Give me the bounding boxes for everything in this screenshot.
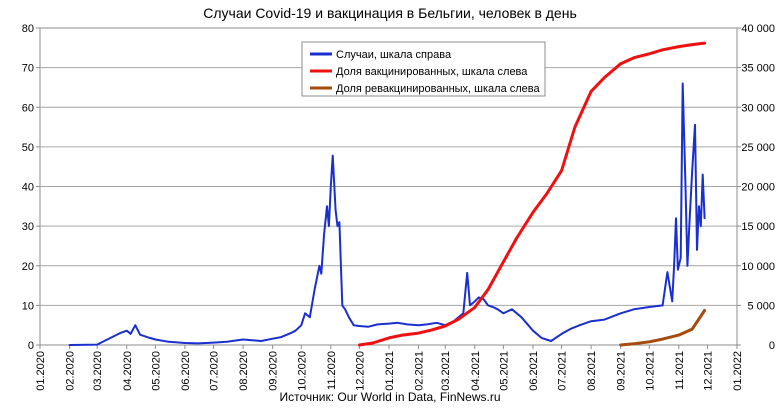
y-left-tick-label: 20: [22, 261, 34, 273]
source-note: Источник: Our World in Data, FinNews.ru: [279, 390, 500, 404]
x-tick-label: 01.2021: [384, 351, 396, 391]
x-tick-label: 05.2021: [498, 351, 510, 391]
legend: Случаи, шкала справа Доля вакцинированных…: [301, 41, 546, 97]
series-line-1: [68, 82, 706, 346]
y-right-tick-label: 15 000: [741, 221, 775, 233]
y-left-tick-label: 60: [22, 102, 34, 114]
y-axis-right: 0 5 000 10 000 15 000 20 000 25 000 30 000 35 0…: [737, 23, 775, 352]
x-tick-label: 07.2021: [557, 351, 569, 391]
x-tick-label: 02.2021: [414, 351, 426, 391]
x-tick-label: 08.2020: [238, 351, 250, 391]
y-left-tick-label: 80: [22, 23, 34, 35]
x-axis: 01.2020 02.2020 03.2020 04.2020 05.2020 06.20…: [35, 345, 744, 391]
legend-label-3: Доля ревакцинированных, шкала слева: [336, 83, 541, 95]
y-axis-left: 0 10 20 30 40 50 60 70 80: [22, 23, 40, 352]
legend-box: [301, 41, 546, 97]
x-tick-label: 12.2021: [702, 351, 714, 391]
y-left-tick-label: 70: [22, 63, 34, 75]
x-tick-label: 06.2020: [180, 351, 192, 391]
x-tick-label: 06.2021: [528, 351, 540, 391]
x-tick-label: 04.2020: [122, 351, 134, 391]
x-tick-label: 12.2020: [354, 351, 366, 391]
series-line-3: [619, 309, 707, 347]
y-right-tick-label: 20 000: [741, 182, 775, 194]
x-tick-label: 07.2020: [209, 351, 221, 391]
y-left-tick-label: 0: [28, 340, 34, 352]
y-right-tick-label: 35 000: [741, 63, 775, 75]
y-left-tick-label: 50: [22, 142, 34, 154]
series-line-2: [357, 41, 707, 347]
y-right-tick-label: 0: [769, 340, 775, 352]
legend-label-1: Случаи, шкала справа: [336, 49, 452, 61]
grid-lines: [40, 67, 737, 306]
y-left-tick-label: 40: [22, 182, 34, 194]
y-left-tick-label: 30: [22, 221, 34, 233]
x-tick-label: 09.2020: [268, 351, 280, 391]
x-tick-label: 05.2020: [150, 351, 162, 391]
y-right-tick-label: 30 000: [741, 102, 775, 114]
chart-title: Случаи Covid-19 и вакцинация в Бельгии, …: [203, 5, 577, 21]
y-left-tick-label: 10: [22, 300, 34, 312]
x-tick-label: 04.2021: [470, 351, 482, 391]
x-tick-label: 01.2022: [732, 351, 744, 391]
x-tick-label: 11.2021: [674, 351, 686, 390]
series-lines: [68, 41, 707, 347]
x-tick-label: 08.2021: [586, 351, 598, 391]
legend-label-2: Доля вакцинированных, шкала слева: [336, 66, 528, 78]
y-right-tick-label: 25 000: [741, 142, 775, 154]
y-right-tick-label: 40 000: [741, 23, 775, 35]
x-tick-label: 10.2021: [644, 351, 656, 391]
y-right-tick-label: 5 000: [747, 300, 775, 312]
x-tick-label: 10.2020: [296, 351, 308, 391]
x-tick-label: 09.2021: [616, 351, 628, 391]
y-right-tick-label: 10 000: [741, 261, 775, 273]
x-tick-label: 11.2020: [326, 351, 338, 390]
x-tick-label: 02.2020: [65, 351, 77, 391]
x-tick-label: 01.2020: [35, 351, 47, 391]
x-tick-label: 03.2021: [440, 351, 452, 391]
x-tick-label: 03.2020: [92, 351, 104, 391]
